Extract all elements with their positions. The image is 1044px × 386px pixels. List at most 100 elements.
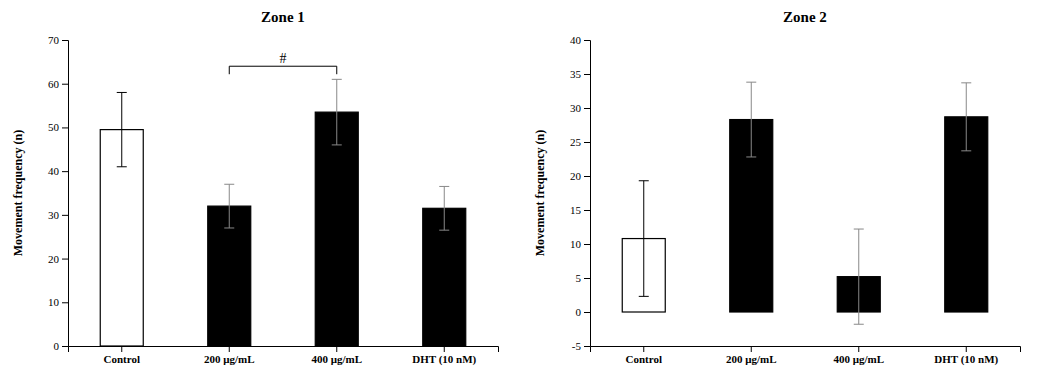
error-bar (961, 83, 971, 151)
y-tick: 20 (570, 170, 590, 182)
y-tick-mark (584, 74, 590, 75)
y-tick-mark (62, 40, 68, 41)
x-axis: Control 200 μg/mL 400 μg/mL DHT (10 nM) (591, 346, 1021, 366)
y-tick-mark (62, 84, 68, 85)
y-tick-mark (584, 142, 590, 143)
y-tick: 30 (48, 209, 68, 221)
x-tick-mark (643, 346, 644, 352)
x-tick-label: 400 μg/mL (833, 353, 884, 365)
y-tick-mark (62, 127, 68, 128)
y-tick-mark (584, 40, 590, 41)
x-axis-line (69, 347, 499, 353)
plot-area (100, 79, 466, 346)
x-tick: DHT (10 nM) (934, 346, 998, 366)
y-axis-title: Movement frequency (n) (11, 130, 25, 256)
x-axis-line (591, 347, 1021, 353)
y-tick-label: 0 (576, 306, 582, 318)
y-tick: 30 (570, 102, 590, 114)
x-tick: Control (626, 346, 662, 365)
y-tick: 70 (48, 34, 68, 46)
y-tick-mark (584, 108, 590, 109)
y-tick: -5 (572, 340, 590, 352)
annotation: # (280, 51, 287, 66)
x-tick-label: 400 μg/mL (311, 353, 362, 365)
y-tick-label: 25 (570, 136, 582, 148)
error-bar (332, 79, 342, 145)
y-axis-line (584, 41, 591, 347)
error-bar (746, 82, 756, 157)
title: Zone 2 (783, 9, 827, 25)
x-tick-label: Control (626, 353, 662, 365)
panel: -5 0 5 10 15 20 25 30 35 40 Control 200 μg/mL 400 μg… (533, 9, 1021, 366)
y-tick: 40 (48, 165, 68, 177)
error-bar (854, 229, 864, 324)
x-tick-label: DHT (10 nM) (412, 353, 476, 366)
y-tick-label: 50 (48, 121, 60, 133)
x-tick: 200 μg/mL (726, 346, 777, 365)
chart-root: 010203040506070Control200 μg/mL400 μg/mL… (0, 0, 1044, 386)
error-bar (117, 92, 127, 166)
x-tick-mark (858, 346, 859, 352)
x-axis: Control 200 μg/mL 400 μg/mL DHT (10 nM) (69, 346, 499, 366)
x-tick: 400 μg/mL (833, 346, 884, 365)
error-bar (639, 181, 649, 297)
y-tick: 10 (48, 296, 68, 308)
y-tick: 5 (576, 272, 591, 284)
x-tick-mark (444, 346, 445, 352)
error-bar (224, 184, 234, 228)
y-tick-label: 10 (570, 238, 582, 250)
y-tick-label: 70 (48, 34, 60, 46)
y-tick-mark (584, 244, 590, 245)
y-tick: 40 (570, 34, 590, 46)
x-tick-mark (229, 346, 230, 352)
x-tick-mark (336, 346, 337, 352)
y-tick-mark (584, 346, 590, 347)
y-tick: 50 (48, 121, 68, 133)
y-axis-line (62, 41, 69, 347)
y-tick-label: 30 (570, 102, 582, 114)
x-tick-label: 200 μg/mL (204, 353, 255, 365)
y-tick-label: 20 (570, 170, 582, 182)
y-tick-mark (584, 210, 590, 211)
y-tick: 10 (570, 238, 590, 250)
y-axis: 0 10 20 30 40 50 60 70 (48, 34, 69, 352)
y-tick: 60 (48, 78, 68, 90)
y-tick: 35 (570, 68, 590, 80)
y-tick-label: 15 (570, 204, 582, 216)
y-tick-label: 60 (48, 78, 60, 90)
title: Zone 1 (261, 9, 305, 25)
y-tick-label: 5 (576, 272, 582, 284)
significance-bracket (229, 66, 337, 74)
y-tick: 15 (570, 204, 590, 216)
x-tick: 200 μg/mL (204, 346, 255, 365)
plot-area (622, 82, 988, 324)
x-tick-label: 200 μg/mL (726, 353, 777, 365)
bar (315, 112, 358, 346)
panel: 0 10 20 30 40 50 60 70 Control 200 μg/mL 400 μg/mL… (11, 9, 499, 366)
x-tick-label: Control (104, 353, 140, 365)
x-tick: Control (104, 346, 140, 365)
y-tick-mark (584, 312, 590, 313)
y-tick: 25 (570, 136, 590, 148)
y-axis: -5 0 5 10 15 20 25 30 35 40 (570, 34, 591, 352)
y-tick-label: 0 (54, 340, 60, 352)
y-tick-label: 40 (48, 165, 60, 177)
error-bar (439, 186, 449, 230)
x-tick-mark (751, 346, 752, 352)
y-tick-mark (62, 259, 68, 260)
x-tick-label: DHT (10 nM) (934, 353, 998, 366)
y-tick-label: 40 (570, 34, 582, 46)
y-tick-label: 10 (48, 296, 60, 308)
y-axis-title: Movement frequency (n) (533, 130, 547, 256)
y-tick-label: 30 (48, 209, 60, 221)
y-tick-label: 35 (570, 68, 582, 80)
y-tick: 0 (54, 340, 69, 352)
y-tick-mark (62, 346, 68, 347)
y-tick-label: 20 (48, 253, 60, 265)
y-tick-mark (584, 176, 590, 177)
y-tick-label: -5 (572, 340, 582, 352)
y-tick-mark (62, 302, 68, 303)
y-tick: 20 (48, 253, 68, 265)
x-tick-mark (966, 346, 967, 352)
y-tick-mark (584, 278, 590, 279)
